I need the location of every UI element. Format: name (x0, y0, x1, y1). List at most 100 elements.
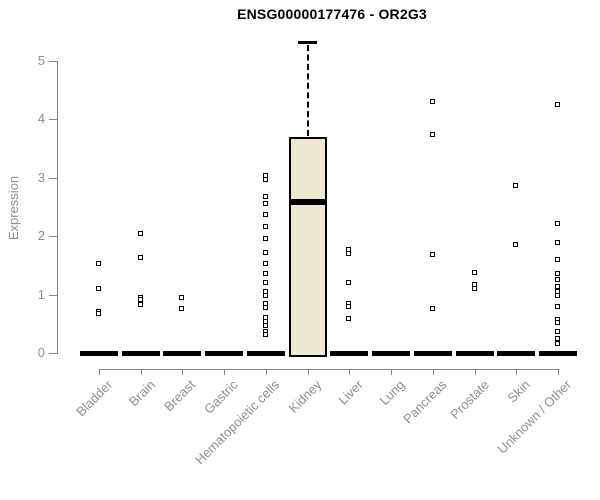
x-tick-label-text: Lung (376, 377, 408, 409)
outlier-point (96, 311, 101, 316)
outlier-point (263, 194, 268, 199)
outlier-point (263, 201, 268, 206)
x-tick (224, 369, 225, 375)
outlier-point (555, 102, 560, 107)
outlier-point (555, 336, 560, 341)
outlier-point (472, 286, 477, 291)
x-tick (308, 369, 309, 375)
outlier-point (555, 277, 560, 282)
outlier-point (263, 293, 268, 298)
y-tick (49, 295, 57, 296)
outlier-point (513, 242, 518, 247)
y-tick (49, 178, 57, 179)
outlier-point (263, 280, 268, 285)
outlier-point (430, 252, 435, 257)
y-tick-label: 2 (37, 228, 45, 243)
x-tick (141, 369, 142, 375)
median-bar (247, 351, 285, 356)
outlier-point (263, 250, 268, 255)
outlier-point (263, 236, 268, 241)
outlier-point (555, 240, 560, 245)
box (289, 137, 327, 357)
outlier-point (555, 320, 560, 325)
median-line (291, 199, 325, 205)
median-bar (414, 351, 452, 356)
y-tick-label: 4 (37, 111, 45, 126)
outlier-point (346, 280, 351, 285)
outlier-point (179, 306, 184, 311)
outlier-point (555, 341, 560, 346)
median-bar (539, 351, 577, 356)
outlier-point (138, 302, 143, 307)
outlier-point (555, 221, 560, 226)
outlier-point (263, 224, 268, 229)
outlier-point (555, 329, 560, 334)
x-tick-label-text: Bladder (73, 377, 116, 420)
x-tick (475, 369, 476, 375)
x-tick (266, 369, 267, 375)
x-tick-label-text: Brain (125, 377, 158, 410)
outlier-point (263, 177, 268, 182)
outlier-point (96, 261, 101, 266)
y-tick-label: 3 (37, 170, 45, 185)
x-tick (391, 369, 392, 375)
x-tick-label-text: Liver (335, 377, 366, 408)
x-tick-label-text: Breast (161, 377, 199, 415)
median-bar (497, 351, 535, 356)
x-tick-label-text: Prostate (446, 377, 492, 422)
x-tick-label-text: Skin (504, 377, 533, 406)
x-tick (516, 369, 517, 375)
x-tick (99, 369, 100, 375)
x-tick (182, 369, 183, 375)
median-bar (205, 351, 243, 356)
y-tick (49, 119, 57, 120)
x-axis-line (99, 369, 559, 370)
outlier-point (555, 257, 560, 262)
outlier-point (263, 271, 268, 276)
median-bar (80, 351, 118, 356)
x-tick (433, 369, 434, 375)
outlier-point (430, 99, 435, 104)
y-tick (49, 353, 57, 354)
outlier-point (138, 297, 143, 302)
outlier-point (96, 286, 101, 291)
x-tick-label-text: Gastric (200, 377, 241, 417)
outlier-point (263, 323, 268, 328)
outlier-point (555, 284, 560, 289)
outlier-point (346, 304, 351, 309)
outlier-point (179, 295, 184, 300)
outlier-point (138, 231, 143, 236)
outlier-point (346, 316, 351, 321)
y-tick (49, 236, 57, 237)
outlier-point (263, 305, 268, 310)
x-tick (349, 369, 350, 375)
whisker-cap (298, 41, 317, 44)
chart-title: ENSG00000177476 - OR2G3 (237, 6, 427, 22)
x-tick-label-text: Unknown / Other (495, 377, 575, 457)
outlier-point (263, 212, 268, 217)
y-axis-line (57, 61, 58, 354)
outlier-point (138, 255, 143, 260)
x-tick (558, 369, 559, 375)
y-tick-label: 1 (37, 287, 45, 302)
x-tick-label-text: Kidney (285, 377, 325, 416)
outlier-point (555, 304, 560, 309)
median-bar (330, 351, 368, 356)
outlier-point (263, 332, 268, 337)
median-bar (372, 351, 410, 356)
y-tick-label: 0 (37, 345, 45, 360)
whisker-line (307, 45, 309, 136)
outlier-point (555, 271, 560, 276)
outlier-point (263, 261, 268, 266)
median-bar (122, 351, 160, 356)
median-bar (163, 351, 201, 356)
median-bar (456, 351, 494, 356)
outlier-point (555, 293, 560, 298)
outlier-point (430, 132, 435, 137)
y-tick-label: 5 (37, 53, 45, 68)
outlier-point (513, 183, 518, 188)
x-tick-label-text: Pancreas (400, 377, 450, 427)
outlier-point (346, 251, 351, 256)
